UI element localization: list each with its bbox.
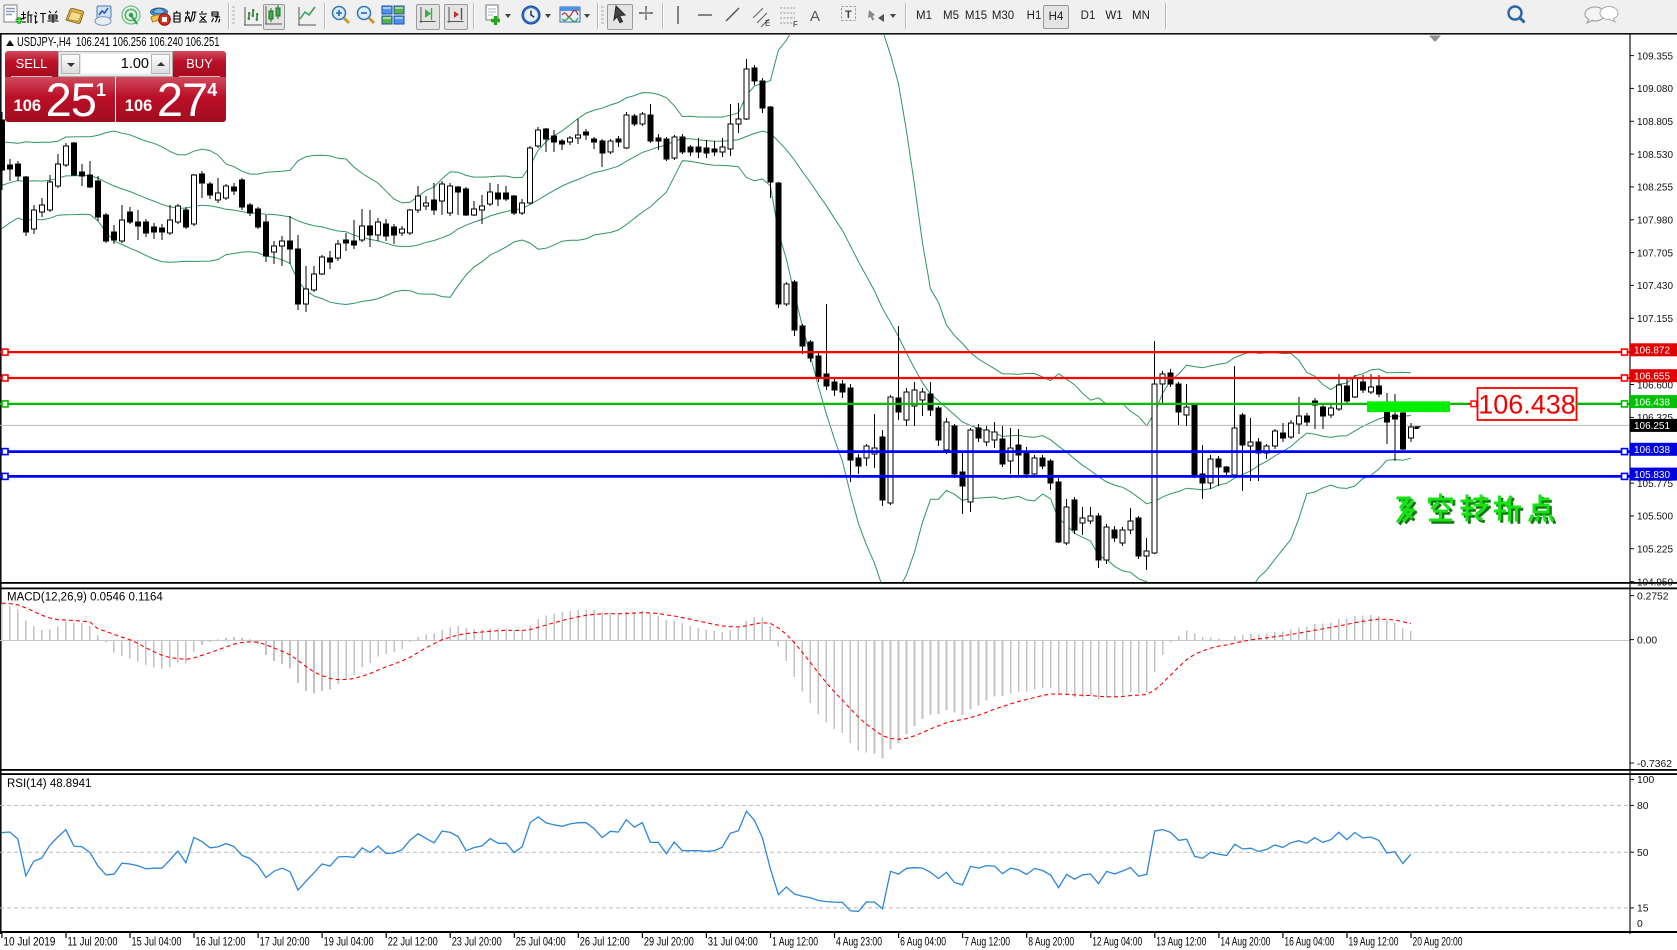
svg-text:108.805: 108.805 (1637, 117, 1673, 128)
svg-text:107.980: 107.980 (1637, 216, 1673, 227)
svg-text:106.872: 106.872 (1634, 346, 1670, 357)
svg-text:22 Jul 12:00: 22 Jul 12:00 (388, 937, 438, 949)
svg-text:109.080: 109.080 (1637, 84, 1673, 95)
svg-text:106.655: 106.655 (1634, 372, 1670, 383)
svg-text:MACD(12,26,9) 0.0546 0.1164: MACD(12,26,9) 0.0546 0.1164 (7, 592, 163, 604)
svg-text:10 Jul 2019: 10 Jul 2019 (3, 937, 55, 949)
svg-text:8 Aug 20:00: 8 Aug 20:00 (1028, 937, 1074, 949)
svg-text:19 Jul 04:00: 19 Jul 04:00 (324, 937, 374, 949)
svg-text:80: 80 (1637, 801, 1649, 812)
svg-text:106.251: 106.251 (1634, 421, 1670, 432)
svg-text:0: 0 (1637, 919, 1643, 930)
svg-text:19 Aug 12:00: 19 Aug 12:00 (1349, 937, 1399, 949)
svg-text:108.530: 108.530 (1637, 150, 1673, 161)
svg-text:107.155: 107.155 (1637, 314, 1673, 325)
svg-text:106.325: 106.325 (1637, 413, 1673, 424)
svg-text:31 Jul 04:00: 31 Jul 04:00 (708, 937, 758, 949)
svg-text:14 Aug 20:00: 14 Aug 20:00 (1220, 937, 1270, 949)
svg-text:F: F (793, 20, 798, 28)
svg-text:105.500: 105.500 (1637, 512, 1673, 523)
svg-text:109.355: 109.355 (1637, 51, 1673, 62)
svg-text:107.430: 107.430 (1637, 281, 1673, 292)
svg-text:106.600: 106.600 (1637, 380, 1673, 391)
svg-text:104.950: 104.950 (1637, 577, 1673, 588)
svg-text:13 Aug 12:00: 13 Aug 12:00 (1156, 937, 1206, 949)
svg-text:0.2752: 0.2752 (1637, 591, 1669, 602)
svg-text:26 Jul 12:00: 26 Jul 12:00 (580, 937, 630, 949)
svg-text:6 Aug 04:00: 6 Aug 04:00 (900, 937, 946, 949)
svg-text:108.255: 108.255 (1637, 183, 1673, 194)
svg-text:12 Aug 04:00: 12 Aug 04:00 (1092, 937, 1142, 949)
svg-text:RSI(14) 48.8941: RSI(14) 48.8941 (7, 778, 91, 790)
svg-text:T: T (845, 9, 852, 21)
svg-text:-0.7362: -0.7362 (1637, 759, 1672, 770)
svg-text:16 Jul 12:00: 16 Jul 12:00 (196, 937, 246, 949)
svg-text:105.775: 105.775 (1637, 479, 1673, 490)
svg-text:106.438: 106.438 (1478, 390, 1576, 420)
svg-text:23 Jul 20:00: 23 Jul 20:00 (452, 937, 502, 949)
svg-text:11 Jul 20:00: 11 Jul 20:00 (68, 937, 118, 949)
svg-text:107.705: 107.705 (1637, 248, 1673, 259)
svg-text:105.225: 105.225 (1637, 545, 1673, 556)
svg-text:29 Jul 20:00: 29 Jul 20:00 (644, 937, 694, 949)
svg-text:50: 50 (1637, 848, 1649, 859)
svg-text:100: 100 (1637, 775, 1654, 786)
svg-text:106.038: 106.038 (1634, 445, 1670, 456)
svg-text:E: E (765, 19, 770, 28)
svg-text:7 Aug 12:00: 7 Aug 12:00 (964, 937, 1010, 949)
svg-text:16 Aug 04:00: 16 Aug 04:00 (1284, 937, 1334, 949)
svg-text:106.438: 106.438 (1634, 397, 1670, 408)
svg-text:0.00: 0.00 (1637, 635, 1657, 646)
svg-text:15 Jul 04:00: 15 Jul 04:00 (132, 937, 182, 949)
svg-text:4 Aug 23:00: 4 Aug 23:00 (836, 937, 882, 949)
svg-text:105.830: 105.830 (1634, 470, 1670, 481)
svg-text:15: 15 (1637, 904, 1649, 915)
svg-text:1 Aug 12:00: 1 Aug 12:00 (772, 937, 818, 949)
svg-text:25 Jul 04:00: 25 Jul 04:00 (516, 937, 566, 949)
svg-text:20 Aug 20:00: 20 Aug 20:00 (1413, 937, 1463, 949)
svg-text:17 Jul 20:00: 17 Jul 20:00 (260, 937, 310, 949)
